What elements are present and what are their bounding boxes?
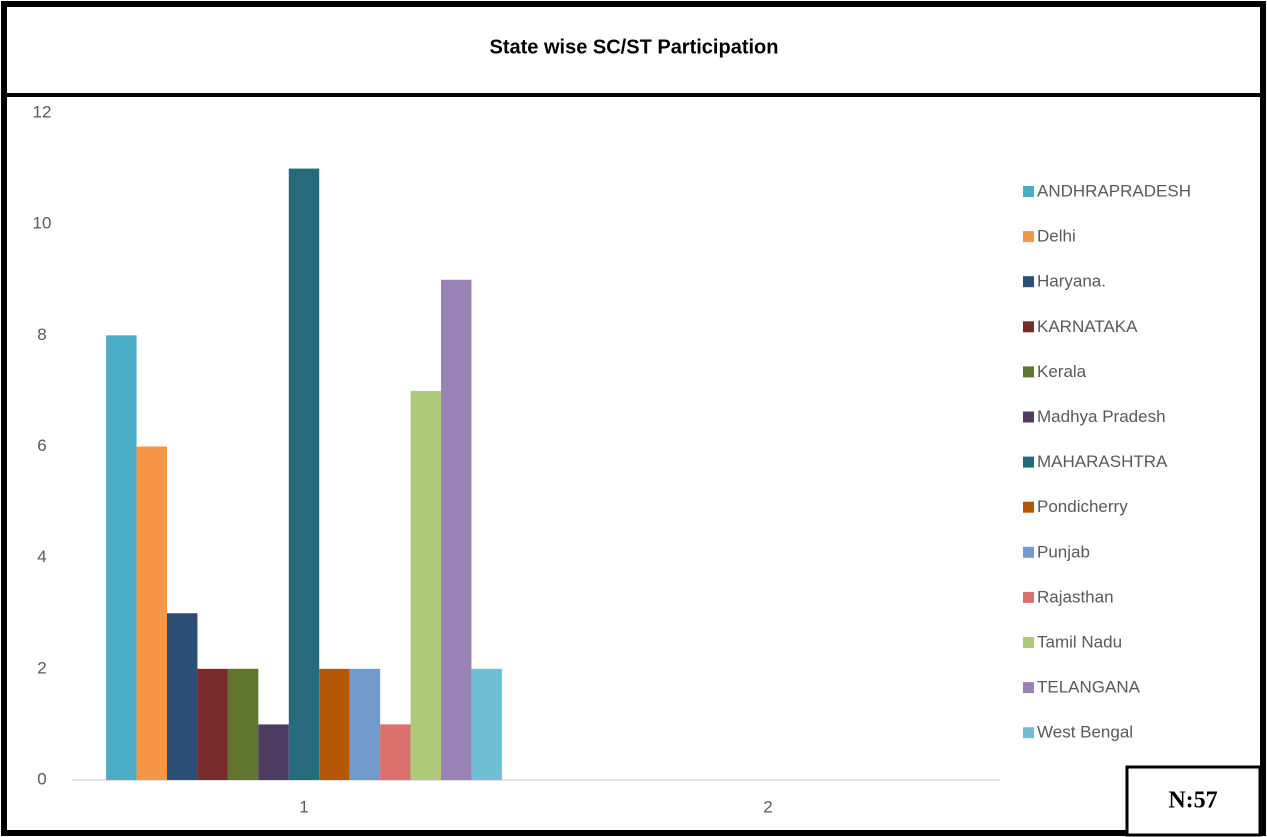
annotation: N:57 xyxy=(1168,788,1217,814)
y-tick-label: 6 xyxy=(37,436,46,455)
legend-swatch xyxy=(1023,321,1034,333)
legend-label: Rajasthan xyxy=(1037,587,1114,606)
legend-label: Haryana. xyxy=(1037,272,1106,291)
bar xyxy=(197,668,228,780)
y-tick-label: 2 xyxy=(37,658,46,677)
legend-label: ANDHRAPRADESH xyxy=(1037,181,1191,200)
legend-swatch xyxy=(1023,591,1034,603)
y-tick-label: 4 xyxy=(37,547,46,566)
y-tick-label: 0 xyxy=(37,769,46,788)
legend-swatch xyxy=(1023,366,1034,378)
legend-label: Tamil Nadu xyxy=(1037,632,1122,651)
legend-swatch xyxy=(1023,501,1034,513)
legend-label: Kerala xyxy=(1037,362,1087,381)
legend-swatch xyxy=(1023,727,1034,739)
legend-swatch xyxy=(1023,637,1034,648)
bar xyxy=(288,168,320,781)
bar xyxy=(471,668,502,780)
y-tick-label: 10 xyxy=(33,214,52,233)
bar xyxy=(258,724,289,780)
legend-label: TELANGANA xyxy=(1037,678,1141,697)
bar xyxy=(227,668,259,780)
bar xyxy=(410,390,442,780)
legend-label: Madhya Pradesh xyxy=(1037,407,1166,426)
bar xyxy=(380,724,411,780)
legend-swatch xyxy=(1023,411,1034,423)
chart-title: State wise SC/ST Participation xyxy=(490,36,779,58)
legend-label: West Bengal xyxy=(1037,723,1133,742)
y-tick-label: 8 xyxy=(37,325,46,344)
legend-label: KARNATAKA xyxy=(1037,317,1138,336)
legend-swatch xyxy=(1023,682,1034,694)
legend-label: MAHARASHTRA xyxy=(1037,452,1168,471)
legend-label: Pondicherry xyxy=(1037,497,1128,516)
bar xyxy=(106,335,137,780)
annotation-box xyxy=(1125,765,1262,837)
y-tick-label: 12 xyxy=(33,102,52,121)
bar xyxy=(166,613,198,780)
legend-swatch xyxy=(1023,456,1034,468)
bar xyxy=(319,668,350,780)
x-tick-label: 1 xyxy=(299,797,308,816)
bar xyxy=(136,446,167,780)
legend-swatch xyxy=(1023,231,1034,243)
legend-label: Punjab xyxy=(1037,542,1090,561)
x-tick-label: 2 xyxy=(763,797,772,816)
legend-label: Delhi xyxy=(1037,227,1076,246)
legend-swatch xyxy=(1023,186,1034,197)
bar xyxy=(349,668,381,780)
legend-swatch xyxy=(1023,276,1034,288)
bar xyxy=(441,279,472,780)
legend-swatch xyxy=(1023,546,1034,558)
